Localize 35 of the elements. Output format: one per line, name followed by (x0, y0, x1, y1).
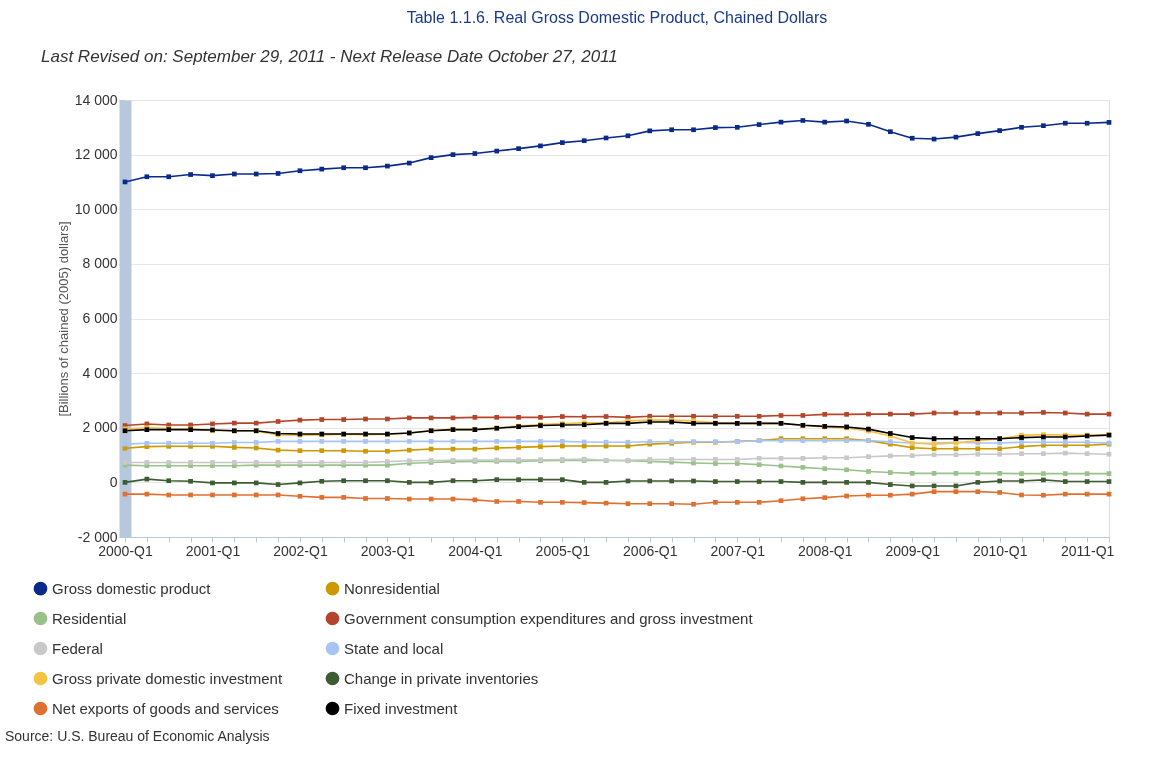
legend-label: Government consumption expenditures and gross investment (344, 609, 754, 627)
x-tick-label: 2003-Q1 (360, 542, 416, 559)
legend-label: Nonresidential (344, 579, 440, 597)
y-tick-label: 6 000 (82, 310, 118, 326)
y-tick-label: 2 000 (82, 419, 118, 436)
legend-label: Change in private inventories (344, 669, 539, 687)
y-tick-label: 4 000 (82, 364, 118, 381)
x-tick-label: 2004-Q1 (448, 542, 503, 559)
legend-label: Residential (52, 609, 127, 627)
legend-label: Fixed investment (344, 699, 459, 717)
legend-label: Gross domestic product (52, 579, 212, 597)
x-tick-label: 2010-Q1 (972, 542, 1028, 559)
chart-subtitle: Last Revised on: September 29, 2011 - Next Release Date October 27, 2011 (41, 47, 618, 66)
source-note: Source: U.S. Bureau of Economic Analysis (5, 728, 270, 744)
legend-label: State and local (344, 639, 444, 657)
y-tick-label: 0 (109, 473, 118, 490)
x-tick-label: 2008-Q1 (797, 542, 853, 559)
y-axis-title: [Billions of chained (2005) dollars] (55, 221, 71, 417)
x-tick-label: 2005-Q1 (535, 542, 591, 559)
x-tick-label: 2000-Q1 (98, 542, 153, 559)
x-tick-label: 2007-Q1 (710, 542, 766, 559)
x-tick-label: 2009-Q1 (885, 542, 941, 559)
y-tick-label: 10 000 (74, 200, 118, 217)
y-tick-label: -2 000 (77, 528, 118, 545)
x-tick-label: 2011-Q1 (1060, 542, 1115, 559)
legend-label: Gross private domestic investment (52, 669, 283, 687)
x-tick-label: 2002-Q1 (273, 542, 328, 559)
legend-label: Federal (52, 639, 103, 657)
y-tick-label: 12 000 (74, 146, 118, 163)
chart-title: Table 1.1.6. Real Gross Domestic Product, Chained Dollars (406, 9, 828, 26)
y-tick-label: 8 000 (82, 255, 118, 272)
y-tick-label: 14 000 (74, 91, 118, 108)
x-tick-label: 2001-Q1 (185, 542, 241, 559)
x-tick-label: 2006-Q1 (623, 542, 678, 559)
legend-label: Net exports of goods and services (52, 699, 279, 717)
